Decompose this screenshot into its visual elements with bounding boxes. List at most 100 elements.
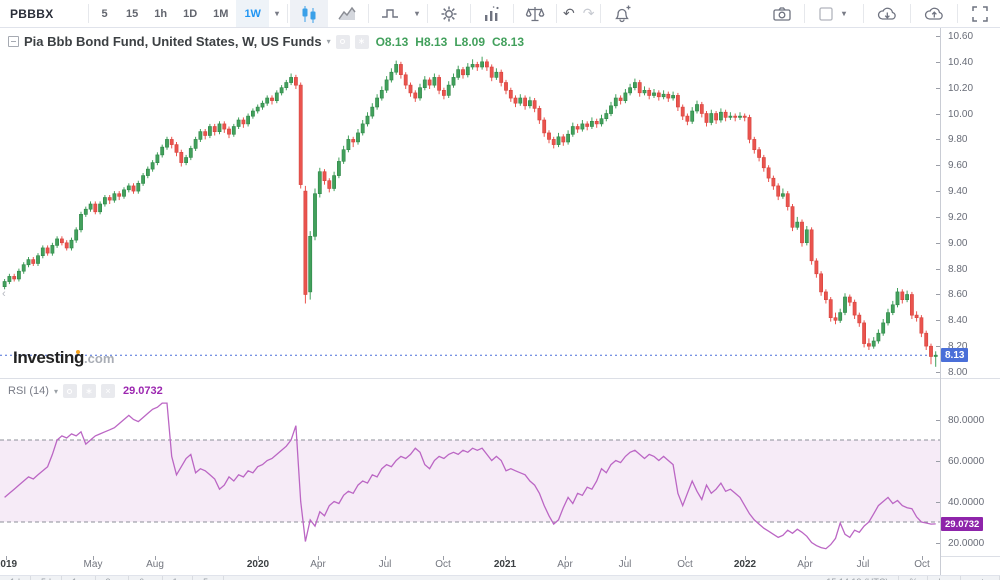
time-tick bbox=[318, 556, 319, 560]
price-axis-label: 10.00 bbox=[948, 109, 974, 120]
fullscreen-icon[interactable] bbox=[960, 0, 1000, 27]
price-axis-label: 9.40 bbox=[948, 186, 968, 197]
price-axis-label: 8.00 bbox=[948, 367, 968, 378]
scale-option-auto[interactable]: auto bbox=[961, 576, 1000, 580]
area-chart-icon[interactable] bbox=[327, 0, 366, 27]
time-tick bbox=[505, 556, 506, 560]
save-chart-cloud-icon[interactable] bbox=[913, 0, 955, 27]
price-axis-label: 8.40 bbox=[948, 315, 968, 326]
price-tick bbox=[936, 372, 940, 373]
indicators-icon[interactable] bbox=[472, 0, 511, 27]
rsi-legend: RSI (14) ▾ ∗ × 29.0732 bbox=[8, 384, 163, 398]
interval-dropdown-caret[interactable]: ▾ bbox=[268, 0, 285, 27]
compare-scales-icon[interactable] bbox=[515, 0, 554, 27]
price-tick bbox=[936, 139, 940, 140]
symbol-button[interactable]: PBBBX bbox=[0, 0, 86, 27]
scale-options[interactable]: %logauto bbox=[899, 576, 1000, 580]
rsi-band bbox=[0, 440, 940, 522]
interval-15[interactable]: 15 bbox=[118, 0, 147, 27]
legend-settings-icon[interactable]: ∗ bbox=[354, 34, 369, 49]
investing-logo: Investing.com bbox=[13, 348, 114, 368]
price-pane-canvas[interactable] bbox=[0, 28, 940, 378]
rsi-tick bbox=[936, 502, 940, 503]
time-axis-label: Jul bbox=[618, 559, 632, 570]
price-axis-label: 8.80 bbox=[948, 264, 968, 275]
load-chart-cloud-icon[interactable] bbox=[866, 0, 908, 27]
rsi-caret[interactable]: ▾ bbox=[53, 386, 58, 396]
rsi-chart[interactable] bbox=[0, 380, 940, 556]
rsi-label: RSI (14) bbox=[8, 385, 49, 397]
price-tick bbox=[936, 191, 940, 192]
left-pane-collapse-handle[interactable]: ‹ bbox=[2, 288, 6, 300]
price-axis-label: 9.00 bbox=[948, 238, 968, 249]
rsi-pane-canvas[interactable] bbox=[0, 380, 940, 556]
range-button-5d[interactable]: 5d bbox=[31, 576, 63, 580]
time-axis-label: 2022 bbox=[733, 559, 757, 570]
top-toolbar: PBBBX 5 15 1h 1D 1M 1W ▾ ▾ ↶ ↷ bbox=[0, 0, 1000, 28]
price-axis-label: 10.40 bbox=[948, 57, 974, 68]
price-axis-label: 8.20 bbox=[948, 341, 968, 352]
range-buttons[interactable]: 1d5d1m3m6m1y5y bbox=[0, 576, 224, 580]
rsi-tick bbox=[936, 543, 940, 544]
price-axis-label: 10.20 bbox=[948, 83, 974, 94]
toolbar-divider bbox=[426, 4, 428, 23]
rsi-axis-label: 40.0000 bbox=[948, 497, 985, 508]
time-tick bbox=[155, 556, 156, 560]
toolbar-divider bbox=[512, 4, 514, 23]
rsi-settings-icon[interactable]: ∗ bbox=[81, 384, 96, 398]
price-tick bbox=[936, 114, 940, 115]
interval-1W[interactable]: 1W bbox=[236, 0, 269, 27]
toolbar-divider bbox=[863, 4, 864, 23]
line-style-icon[interactable] bbox=[370, 0, 409, 27]
time-axis-label: Apr bbox=[797, 559, 813, 570]
rsi-value: 29.0732 bbox=[122, 385, 163, 397]
last-price-value: 8.13 bbox=[945, 349, 965, 361]
range-button-1y[interactable]: 1y bbox=[163, 576, 194, 580]
redo-icon[interactable]: ↷ bbox=[578, 0, 599, 27]
rsi-eye-icon[interactable] bbox=[62, 384, 77, 398]
investing-logo-text: Investing bbox=[13, 348, 85, 367]
line-style-caret[interactable]: ▾ bbox=[408, 0, 425, 27]
range-button-6m[interactable]: 6m bbox=[129, 576, 163, 580]
rsi-close-icon[interactable]: × bbox=[100, 384, 115, 398]
candlestick-chart-icon[interactable] bbox=[289, 0, 328, 27]
time-tick bbox=[922, 556, 923, 560]
time-tick bbox=[565, 556, 566, 560]
interval-1M[interactable]: 1M bbox=[205, 0, 237, 27]
toolbar-divider bbox=[88, 4, 89, 23]
range-button-1m[interactable]: 1m bbox=[62, 576, 96, 580]
toolbar-divider bbox=[957, 4, 958, 23]
chart-title: Pia Bbb Bond Fund, United States, W, US … bbox=[24, 34, 322, 49]
price-tick bbox=[936, 320, 940, 321]
alert-bell-icon[interactable] bbox=[603, 0, 642, 27]
pane-separator[interactable] bbox=[0, 378, 1000, 379]
legend-eye-icon[interactable] bbox=[335, 34, 350, 49]
interval-group: 5 15 1h 1D 1M 1W bbox=[91, 0, 269, 27]
interval-1h[interactable]: 1h bbox=[146, 0, 176, 27]
scale-option-%[interactable]: % bbox=[899, 576, 929, 580]
time-tick bbox=[805, 556, 806, 560]
chart-legend: Pia Bbb Bond Fund, United States, W, US … bbox=[8, 34, 524, 49]
interval-1D[interactable]: 1D bbox=[175, 0, 206, 27]
range-button-5y[interactable]: 5y bbox=[193, 576, 224, 580]
range-button-1d[interactable]: 1d bbox=[0, 576, 32, 580]
interval-5[interactable]: 5 bbox=[91, 0, 118, 27]
legend-collapse-icon[interactable] bbox=[8, 36, 19, 47]
layout-select-icon[interactable]: ▾ bbox=[806, 0, 861, 27]
price-tick bbox=[936, 62, 940, 63]
scale-option-log[interactable]: log bbox=[928, 576, 962, 580]
chart-title-caret[interactable]: ▾ bbox=[326, 37, 331, 46]
candlestick-chart[interactable] bbox=[0, 28, 940, 378]
range-button-3m[interactable]: 3m bbox=[96, 576, 130, 580]
camera-snapshot-icon[interactable] bbox=[761, 0, 802, 27]
time-axis-label: 2020 bbox=[246, 559, 270, 570]
rsi-badge-value: 29.0732 bbox=[945, 518, 980, 530]
price-tick bbox=[936, 294, 940, 295]
price-axis-border bbox=[940, 28, 941, 575]
rsi-line bbox=[4, 402, 936, 550]
undo-icon[interactable]: ↶ bbox=[558, 0, 579, 27]
settings-gear-icon[interactable] bbox=[429, 0, 468, 27]
price-tick bbox=[936, 36, 940, 37]
time-axis-label: Apr bbox=[310, 559, 326, 570]
